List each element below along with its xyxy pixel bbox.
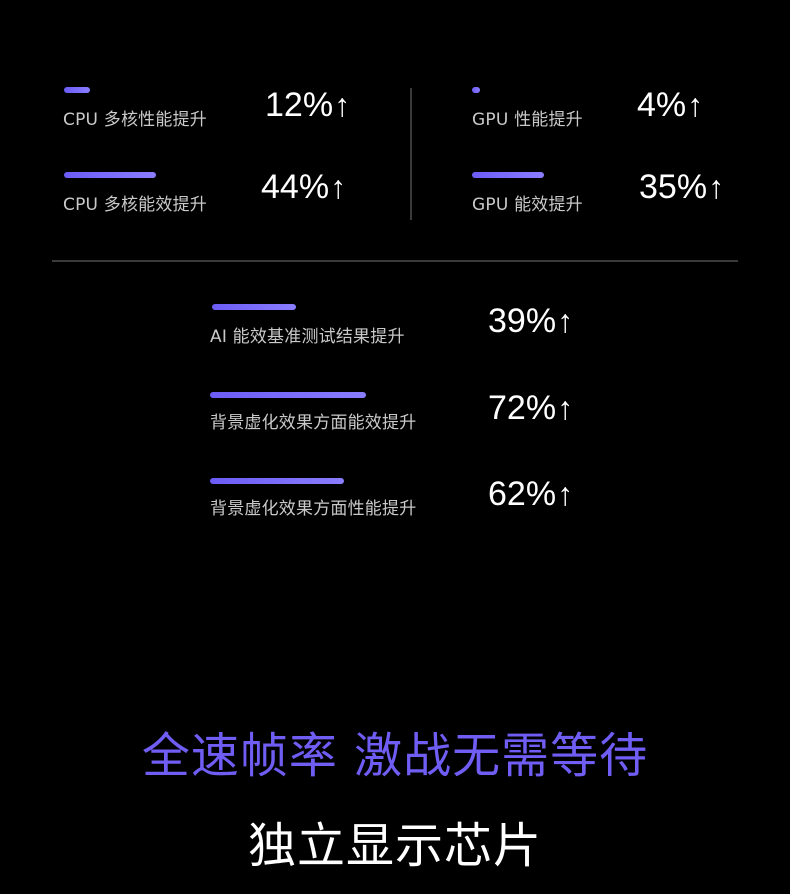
stat-label: 背景虚化效果方面能效提升 (210, 413, 417, 433)
stat-bar (212, 304, 296, 310)
stat-value: 4%↑ (637, 86, 703, 125)
up-arrow-icon: ↑ (330, 169, 347, 205)
stat-percent: 44% (261, 168, 330, 206)
up-arrow-icon: ↑ (557, 303, 574, 339)
stat-bar (472, 172, 544, 178)
subheadline: 独立显示芯片 (247, 818, 542, 874)
stat-label: CPU 多核性能提升 (63, 110, 207, 130)
stat-percent: 35% (639, 168, 708, 206)
stat-percent: 4% (637, 86, 687, 124)
stat-label: CPU 多核能效提升 (63, 195, 207, 215)
stat-percent: 72% (488, 389, 557, 427)
stat-label: GPU 能效提升 (472, 195, 583, 215)
stat-value: 72%↑ (488, 389, 573, 428)
stat-percent: 62% (488, 475, 557, 513)
horizontal-divider (52, 260, 738, 262)
up-arrow-icon: ↑ (687, 87, 704, 123)
stat-value: 44%↑ (261, 168, 346, 207)
stat-value: 39%↑ (488, 302, 573, 341)
stat-percent: 12% (265, 86, 334, 124)
headline: 全速帧率 激战无需等待 (141, 728, 649, 784)
stat-value: 62%↑ (488, 475, 573, 514)
stat-label: GPU 性能提升 (472, 110, 583, 130)
stat-label: AI 能效基准测试结果提升 (210, 327, 405, 347)
up-arrow-icon: ↑ (557, 390, 574, 426)
stat-bar (64, 172, 156, 178)
stat-percent: 39% (488, 302, 557, 340)
vertical-divider (410, 88, 412, 220)
stat-value: 12%↑ (265, 86, 350, 125)
up-arrow-icon: ↑ (334, 87, 351, 123)
stat-bar (210, 478, 344, 484)
up-arrow-icon: ↑ (557, 476, 574, 512)
stat-bar (64, 87, 90, 93)
stat-bar (210, 392, 366, 398)
stat-label: 背景虚化效果方面性能提升 (210, 499, 417, 519)
stat-value: 35%↑ (639, 168, 724, 207)
up-arrow-icon: ↑ (708, 169, 725, 205)
stat-bar (472, 87, 480, 93)
